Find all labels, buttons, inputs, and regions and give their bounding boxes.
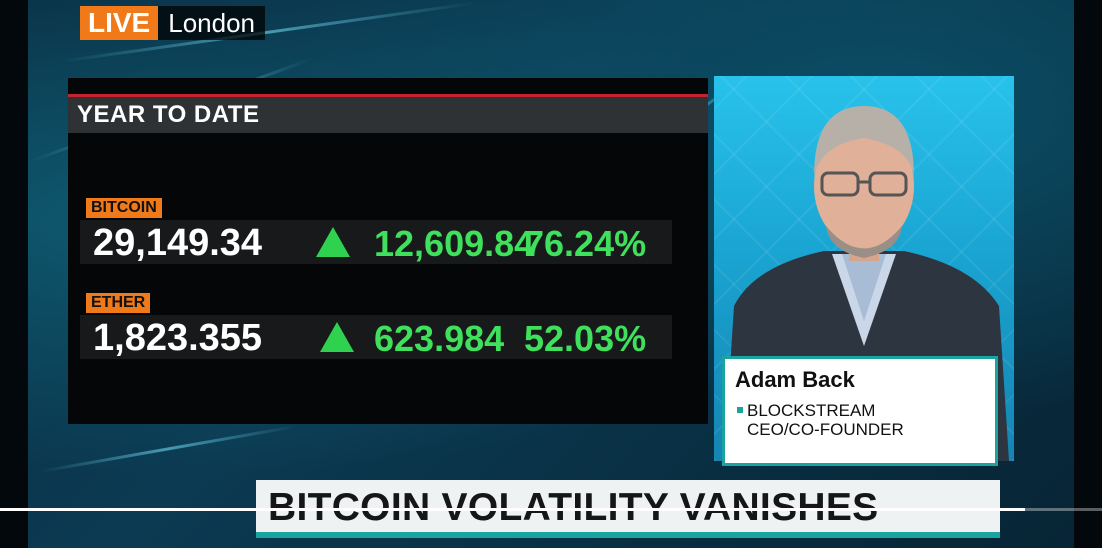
asset-net-change: 623.984 bbox=[374, 318, 505, 359]
live-bug: LIVE London bbox=[80, 6, 265, 40]
headline-text: BITCOIN VOLATILITY VANISHES bbox=[268, 486, 879, 529]
asset-value: 29,149.34 bbox=[93, 222, 263, 264]
asset-label-ether: ETHER bbox=[86, 293, 151, 313]
panel-header: YEAR TO DATE bbox=[68, 97, 708, 133]
guest-nameplate: Adam Back BLOCKSTREAM CEO/CO-FOUNDER bbox=[722, 356, 998, 466]
video-progress-fill[interactable] bbox=[0, 508, 1025, 511]
right-pillarbox bbox=[1074, 0, 1102, 548]
live-city: London bbox=[158, 6, 265, 40]
guest-role: BLOCKSTREAM CEO/CO-FOUNDER bbox=[747, 401, 904, 439]
up-arrow-icon bbox=[316, 227, 350, 257]
asset-net-change: 12,609.84 bbox=[374, 223, 535, 264]
asset-label-bitcoin: BITCOIN bbox=[86, 198, 162, 218]
asset-pct-change: 52.03% bbox=[524, 318, 647, 359]
asset-pct-change: 76.24% bbox=[524, 223, 647, 264]
asset-row-bitcoin: 29,149.34 12,609.84 76.24% bbox=[80, 220, 672, 264]
asset-row-ether: 1,823.355 623.984 52.03% bbox=[80, 315, 672, 359]
asset-value: 1,823.355 bbox=[93, 317, 263, 359]
bullet-icon bbox=[737, 407, 743, 413]
live-tag: LIVE bbox=[80, 6, 159, 40]
panel-title: YEAR TO DATE bbox=[77, 101, 260, 128]
up-arrow-icon bbox=[320, 322, 354, 352]
background-light-streak bbox=[39, 424, 297, 473]
guest-name: Adam Back bbox=[735, 367, 855, 392]
panel-top-rule bbox=[68, 94, 708, 97]
left-pillarbox bbox=[0, 0, 28, 548]
ytd-data-panel: YEAR TO DATE BITCOIN 29,149.34 12,609.84… bbox=[68, 78, 708, 424]
